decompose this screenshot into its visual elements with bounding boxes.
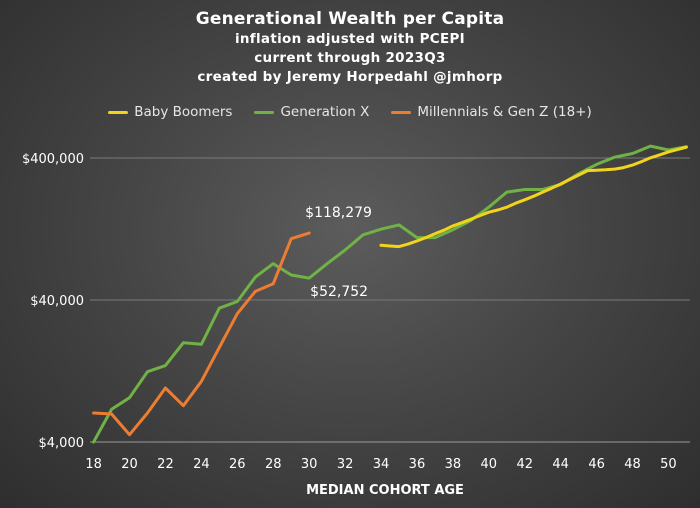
x-tick-label-50: 50 — [660, 457, 677, 472]
chart-titles: Generational Wealth per Capita inflation… — [0, 8, 700, 87]
series-line-baby-boomers — [379, 145, 688, 249]
x-tick-label-20: 20 — [121, 457, 138, 472]
series-line-generation-x — [92, 144, 688, 444]
x-tick-label-40: 40 — [481, 457, 498, 472]
chart-subtitle-2: current through 2023Q3 — [254, 50, 446, 66]
legend-item-millennials-gen-z: Millennials & Gen Z (18+) — [391, 104, 592, 120]
x-tick-label-26: 26 — [229, 457, 246, 472]
x-tick-label-44: 44 — [552, 457, 569, 472]
annotation-millennials-latest: $118,279 — [305, 205, 372, 221]
legend-label-millennials-gen-z: Millennials & Gen Z (18+) — [417, 104, 592, 120]
y-tick-label-40000: $40,000 — [30, 294, 84, 309]
annotation-genx-latest: $52,752 — [310, 284, 368, 300]
x-tick-label-24: 24 — [193, 457, 210, 472]
x-tick-label-32: 32 — [337, 457, 354, 472]
chart-legend: Baby Boomers Generation X Millennials & … — [0, 104, 700, 120]
x-axis-title: MEDIAN COHORT AGE — [306, 483, 464, 498]
legend-item-baby-boomers: Baby Boomers — [108, 104, 232, 120]
legend-label-baby-boomers: Baby Boomers — [134, 104, 233, 120]
x-tick-label-30: 30 — [301, 457, 318, 472]
x-tick-label-46: 46 — [588, 457, 605, 472]
x-tick-label-22: 22 — [157, 457, 174, 472]
y-tick-label-4000: $4,000 — [39, 436, 85, 451]
chart-subtitle-3: created by Jeremy Horpedahl @jmhorp — [197, 69, 503, 85]
x-tick-label-18: 18 — [85, 457, 102, 472]
chart-subtitle-1: inflation adjusted with PCEPI — [234, 31, 466, 47]
x-tick-label-42: 42 — [516, 457, 533, 472]
legend-swatch-millennials-gen-z — [391, 110, 412, 114]
series-line-millennials-gen-z-18 — [92, 231, 311, 437]
x-tick-label-38: 38 — [445, 457, 462, 472]
legend-item-generation-x: Generation X — [254, 104, 369, 120]
x-tick-label-48: 48 — [624, 457, 641, 472]
y-tick-label-400000: $400,000 — [22, 152, 84, 167]
x-tick-label-36: 36 — [409, 457, 426, 472]
chart-title: Generational Wealth per Capita — [195, 9, 505, 29]
x-tick-label-28: 28 — [265, 457, 282, 472]
legend-swatch-baby-boomers — [108, 110, 129, 114]
legend-swatch-generation-x — [254, 110, 275, 114]
x-tick-label-34: 34 — [373, 457, 390, 472]
legend-label-generation-x: Generation X — [280, 104, 370, 120]
